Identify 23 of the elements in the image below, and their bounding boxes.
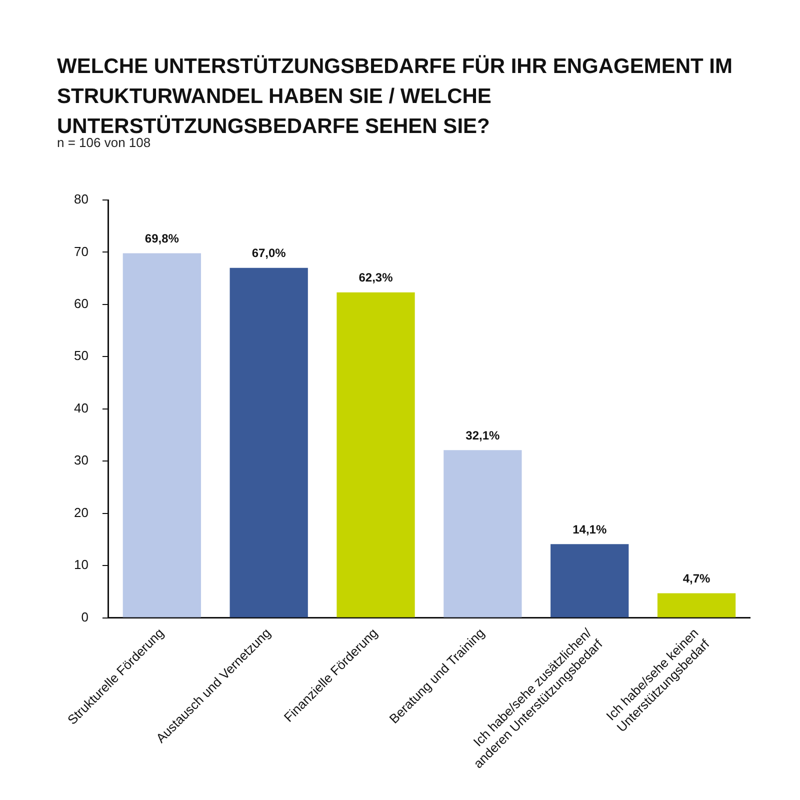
chart-subtitle: n = 106 von 108 [57,135,151,150]
y-tick-label: 30 [74,452,88,468]
y-tick-label: 40 [74,400,88,416]
data-label: 4,7% [682,572,711,586]
bar [444,450,522,618]
bar [122,253,201,618]
bar [230,268,308,618]
y-tick-label: 80 [74,192,88,207]
bar [336,292,415,618]
bar [657,593,736,618]
y-tick-label: 0 [81,609,88,624]
bar [550,544,629,618]
data-label: 14,1% [572,522,607,536]
y-tick-label: 10 [74,557,88,572]
y-tick-label: 60 [74,296,88,312]
y-tick-label: 20 [74,504,88,520]
y-tick-label: 50 [74,348,88,364]
data-label: 67,0% [252,246,286,260]
chart-title: WELCHE UNTERSTÜTZUNGSBEDARFE FÜR IHR ENGAGEMENT IM STRUKTURWANDEL HABEN SIE / WELCHE UNTERSTÜTZUNGSBEDARFE SEHEN SIE? [57,54,734,138]
data-label: 62,3% [358,270,394,285]
data-label: 69,8% [144,232,180,246]
data-label: 32,1% [466,428,500,442]
y-tick-label: 70 [74,244,88,259]
